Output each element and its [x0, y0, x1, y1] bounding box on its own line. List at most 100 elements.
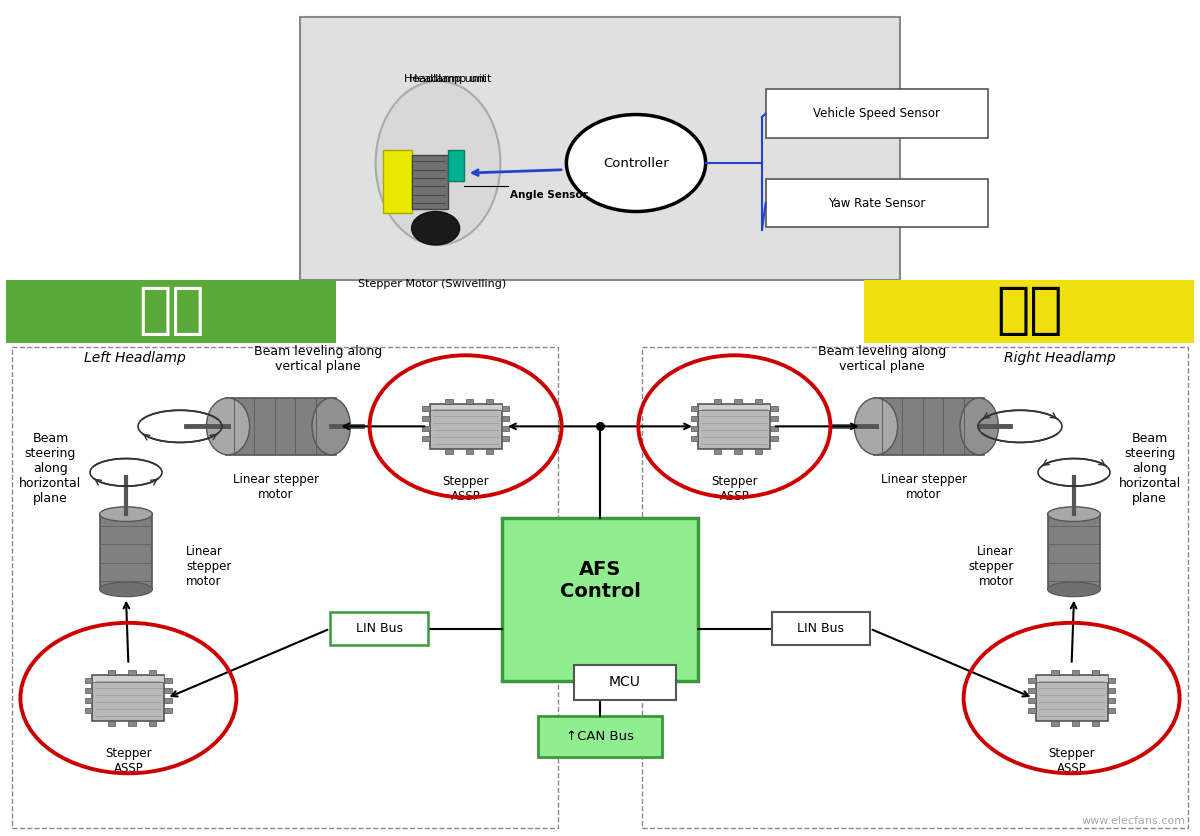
FancyBboxPatch shape — [770, 436, 778, 441]
FancyBboxPatch shape — [466, 449, 473, 454]
FancyBboxPatch shape — [1108, 698, 1115, 703]
FancyBboxPatch shape — [766, 89, 988, 138]
Ellipse shape — [312, 398, 350, 455]
FancyBboxPatch shape — [412, 155, 448, 209]
FancyBboxPatch shape — [430, 404, 502, 449]
Text: AFS
Control: AFS Control — [559, 560, 641, 601]
FancyBboxPatch shape — [486, 449, 493, 454]
FancyBboxPatch shape — [85, 698, 92, 703]
FancyBboxPatch shape — [1051, 670, 1058, 675]
Text: Linear
stepper
motor: Linear stepper motor — [968, 545, 1014, 589]
FancyBboxPatch shape — [1072, 670, 1079, 675]
Ellipse shape — [376, 81, 500, 245]
Text: LIN Bus: LIN Bus — [355, 622, 403, 635]
FancyBboxPatch shape — [502, 406, 509, 411]
FancyBboxPatch shape — [164, 698, 172, 703]
Text: Headlamp unit: Headlamp unit — [404, 74, 486, 84]
FancyBboxPatch shape — [422, 426, 430, 431]
Text: MCU: MCU — [608, 675, 641, 689]
FancyBboxPatch shape — [330, 612, 428, 645]
FancyBboxPatch shape — [445, 449, 452, 454]
FancyBboxPatch shape — [1108, 688, 1115, 693]
FancyBboxPatch shape — [538, 716, 662, 757]
Text: LIN Bus: LIN Bus — [797, 622, 845, 635]
FancyBboxPatch shape — [92, 675, 164, 681]
Text: Headlamp unit: Headlamp unit — [409, 74, 491, 84]
FancyBboxPatch shape — [766, 179, 988, 227]
FancyBboxPatch shape — [502, 416, 509, 421]
Ellipse shape — [960, 398, 998, 455]
FancyBboxPatch shape — [164, 688, 172, 693]
FancyBboxPatch shape — [755, 449, 762, 454]
FancyBboxPatch shape — [734, 399, 742, 404]
FancyBboxPatch shape — [486, 399, 493, 404]
Text: Stepper Motor (Swivelling): Stepper Motor (Swivelling) — [358, 279, 506, 289]
FancyBboxPatch shape — [445, 399, 452, 404]
Text: Linear stepper
motor: Linear stepper motor — [881, 472, 967, 501]
FancyBboxPatch shape — [85, 708, 92, 713]
FancyBboxPatch shape — [502, 426, 509, 431]
FancyBboxPatch shape — [698, 404, 770, 449]
FancyBboxPatch shape — [300, 17, 900, 280]
Circle shape — [566, 115, 706, 212]
FancyBboxPatch shape — [864, 280, 1194, 343]
FancyBboxPatch shape — [770, 406, 778, 411]
Text: Right Headlamp: Right Headlamp — [1004, 351, 1116, 364]
FancyBboxPatch shape — [772, 612, 870, 645]
Text: Left Headlamp: Left Headlamp — [84, 351, 186, 364]
Text: Stepper
ASSP: Stepper ASSP — [106, 747, 151, 775]
FancyBboxPatch shape — [1108, 708, 1115, 713]
FancyBboxPatch shape — [1092, 721, 1099, 726]
FancyBboxPatch shape — [714, 449, 721, 454]
Ellipse shape — [100, 507, 152, 522]
FancyBboxPatch shape — [1028, 678, 1036, 683]
Circle shape — [412, 212, 460, 245]
FancyBboxPatch shape — [1028, 708, 1036, 713]
Ellipse shape — [1048, 507, 1100, 522]
FancyBboxPatch shape — [734, 449, 742, 454]
FancyBboxPatch shape — [574, 665, 676, 700]
Text: Linear stepper
motor: Linear stepper motor — [233, 472, 319, 501]
FancyBboxPatch shape — [422, 416, 430, 421]
FancyBboxPatch shape — [149, 670, 156, 675]
FancyBboxPatch shape — [226, 398, 336, 455]
FancyBboxPatch shape — [770, 416, 778, 421]
FancyBboxPatch shape — [128, 670, 136, 675]
Text: 右灯: 右灯 — [996, 284, 1062, 339]
FancyBboxPatch shape — [422, 436, 430, 441]
FancyBboxPatch shape — [1048, 514, 1100, 589]
FancyBboxPatch shape — [1028, 698, 1036, 703]
Text: 左灯: 左灯 — [138, 284, 204, 339]
Text: Beam leveling along
vertical plane: Beam leveling along vertical plane — [254, 345, 382, 374]
Ellipse shape — [206, 398, 250, 455]
FancyBboxPatch shape — [383, 150, 412, 213]
FancyBboxPatch shape — [1028, 688, 1036, 693]
FancyBboxPatch shape — [448, 150, 464, 181]
FancyBboxPatch shape — [874, 398, 984, 455]
FancyBboxPatch shape — [466, 399, 473, 404]
Text: ↑CAN Bus: ↑CAN Bus — [566, 730, 634, 743]
FancyBboxPatch shape — [1092, 670, 1099, 675]
Text: www.elecfans.com: www.elecfans.com — [1081, 816, 1186, 826]
FancyBboxPatch shape — [1036, 675, 1108, 721]
FancyBboxPatch shape — [1051, 721, 1058, 726]
FancyBboxPatch shape — [755, 399, 762, 404]
Ellipse shape — [1048, 582, 1100, 597]
FancyBboxPatch shape — [1072, 721, 1079, 726]
FancyBboxPatch shape — [92, 675, 164, 721]
FancyBboxPatch shape — [100, 514, 152, 589]
Text: Angle Sensor: Angle Sensor — [510, 190, 588, 200]
FancyBboxPatch shape — [128, 721, 136, 726]
Text: Beam leveling along
vertical plane: Beam leveling along vertical plane — [818, 345, 946, 374]
Text: Stepper
ASSP: Stepper ASSP — [712, 475, 757, 503]
FancyBboxPatch shape — [85, 678, 92, 683]
FancyBboxPatch shape — [164, 708, 172, 713]
FancyBboxPatch shape — [691, 416, 698, 421]
FancyBboxPatch shape — [770, 426, 778, 431]
FancyBboxPatch shape — [698, 404, 770, 410]
FancyBboxPatch shape — [6, 280, 336, 343]
FancyBboxPatch shape — [691, 436, 698, 441]
FancyBboxPatch shape — [1108, 678, 1115, 683]
FancyBboxPatch shape — [691, 426, 698, 431]
Text: Yaw Rate Sensor: Yaw Rate Sensor — [828, 196, 925, 210]
